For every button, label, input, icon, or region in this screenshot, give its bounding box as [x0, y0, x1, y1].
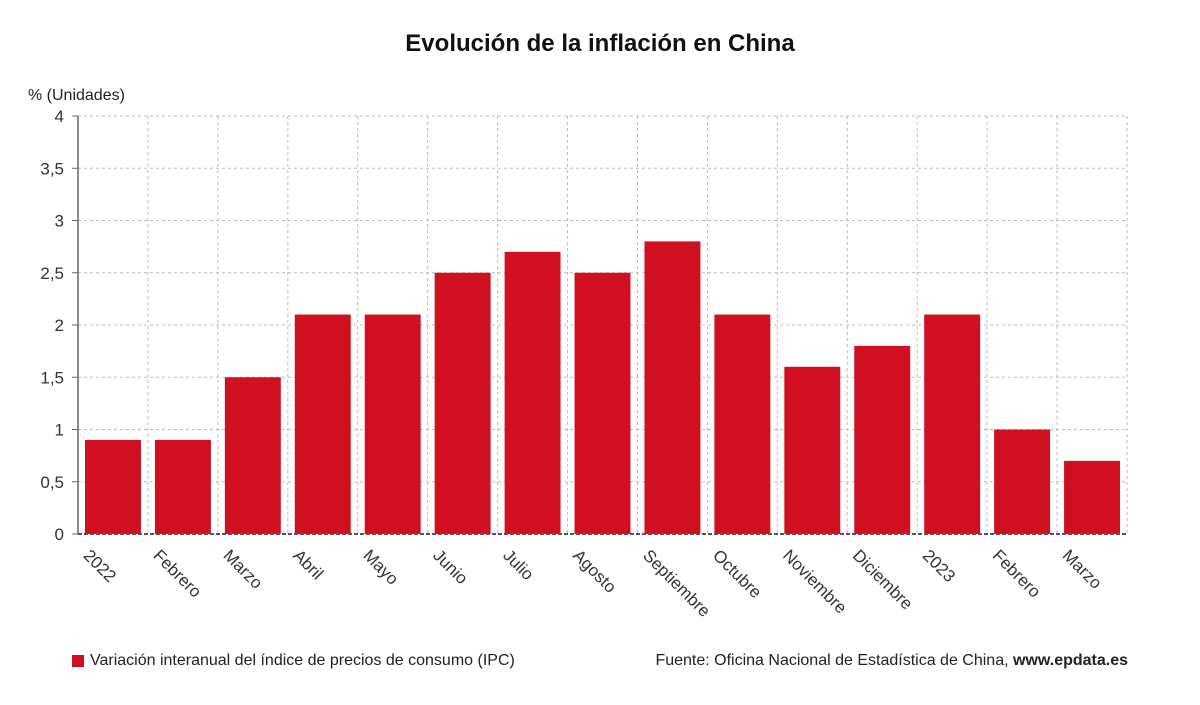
bars: [84, 241, 1121, 534]
x-tick-label: 2023: [919, 546, 959, 586]
x-tick-label: Septiembre: [639, 546, 714, 621]
axes: [72, 115, 1127, 535]
x-tick-labels: 2022 Febrero Marzo Abril Mayo Junio Julio Agost…: [80, 546, 1106, 621]
y-axis-label: % (Unidades): [28, 87, 125, 104]
bar: [294, 314, 351, 534]
bar: [714, 314, 771, 534]
y-tick-label: 2: [55, 316, 64, 335]
legend-label: Variación interanual del índice de preci…: [90, 652, 515, 669]
source-site: www.epdata.es: [1013, 652, 1128, 669]
bar: [644, 241, 701, 534]
y-tick-label: 3: [55, 212, 64, 231]
y-tick-label: 0: [55, 525, 64, 544]
bar: [154, 439, 211, 534]
x-tick-label: Abril: [289, 546, 326, 583]
x-tick-label: Marzo: [1059, 546, 1106, 593]
bar: [854, 345, 911, 534]
x-tick-label: Diciembre: [849, 546, 917, 614]
y-tick-label: 2,5: [40, 264, 64, 283]
bar: [434, 272, 491, 534]
x-tick-label: Julio: [499, 546, 537, 584]
x-tick-label: Mayo: [359, 546, 402, 589]
y-tick-label: 4: [55, 107, 64, 126]
y-tick-label: 1,5: [40, 368, 64, 387]
y-tick-label: 1: [55, 421, 64, 440]
bar: [224, 377, 281, 534]
legend: Variación interanual del índice de preci…: [72, 652, 515, 670]
x-tick-label: Agosto: [569, 546, 620, 597]
bar: [574, 272, 631, 534]
y-tick-labels: 0 0,5 1 1,5 2 2,5 3 3,5 4: [40, 107, 64, 544]
chart-title: Evolución de la inflación en China: [405, 30, 795, 57]
x-tick-label: Junio: [429, 546, 471, 588]
source-prefix: Fuente: Oficina Nacional de Estadística …: [655, 652, 1009, 669]
bar: [994, 429, 1051, 534]
x-tick-label: Octubre: [709, 546, 765, 602]
x-tick-label: Noviembre: [779, 546, 851, 618]
legend-swatch: [72, 655, 84, 667]
bar: [924, 314, 981, 534]
bar: [364, 314, 421, 534]
y-tick-label: 3,5: [40, 159, 64, 178]
x-tick-label: Marzo: [220, 546, 267, 593]
x-tick-label: 2022: [80, 546, 120, 586]
bar: [784, 366, 841, 534]
y-tick-label: 0,5: [40, 473, 64, 492]
x-tick-label: Febrero: [989, 546, 1045, 602]
bar: [84, 439, 141, 534]
bar: [504, 251, 561, 534]
source-note: Fuente: Oficina Nacional de Estadística …: [655, 652, 1128, 670]
x-tick-label: Febrero: [150, 546, 206, 602]
bar: [1064, 460, 1121, 534]
